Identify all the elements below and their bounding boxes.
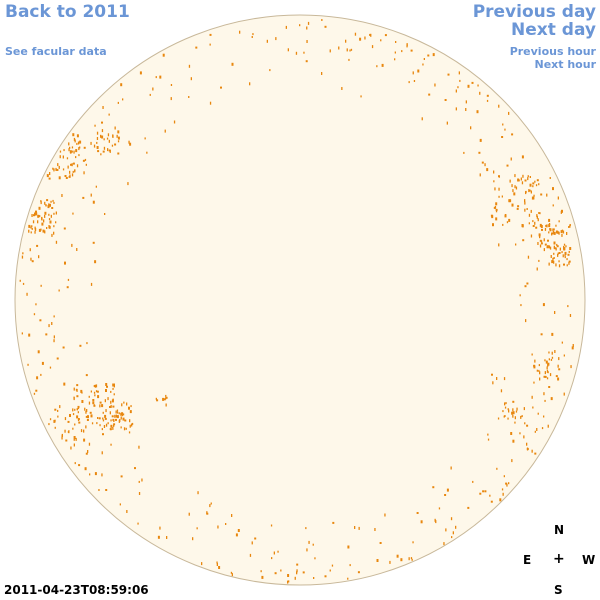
compass-east-label: E xyxy=(523,553,532,567)
observation-timestamp: 2011-04-23T08:59:06 xyxy=(4,583,149,597)
compass-south-label: S xyxy=(554,583,563,597)
compass-west-label: W xyxy=(582,553,596,567)
facular-spots xyxy=(19,19,574,584)
back-to-year-link[interactable]: Back to 2011 xyxy=(5,2,130,22)
compass-center-cross: + xyxy=(553,551,565,567)
previous-day-link[interactable]: Previous day xyxy=(472,2,596,22)
next-day-link[interactable]: Next day xyxy=(511,20,596,40)
previous-hour-link[interactable]: Previous hour xyxy=(509,45,596,58)
see-facular-data-link[interactable]: See facular data xyxy=(5,45,107,58)
compass-north-label: N xyxy=(554,523,565,537)
solar-disk xyxy=(14,14,586,586)
next-hour-link[interactable]: Next hour xyxy=(534,58,597,71)
